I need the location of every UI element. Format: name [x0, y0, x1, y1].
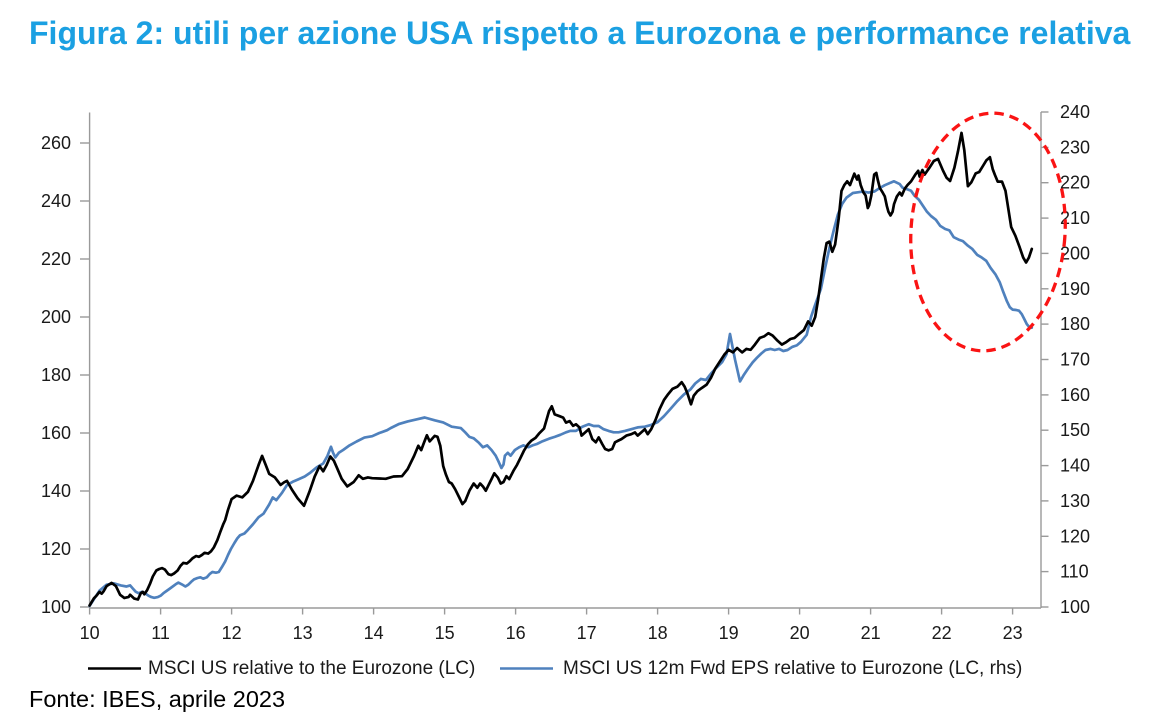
svg-text:Fonte: IBES, aprile 2023: Fonte: IBES, aprile 2023	[29, 686, 285, 712]
svg-text:150: 150	[1060, 420, 1090, 440]
svg-text:MSCI US relative to the Eurozo: MSCI US relative to the Eurozone (LC)	[148, 658, 475, 679]
svg-text:21: 21	[861, 623, 881, 643]
svg-text:12: 12	[222, 623, 242, 643]
svg-text:100: 100	[1060, 597, 1090, 617]
svg-text:120: 120	[1060, 526, 1090, 546]
svg-text:240: 240	[1060, 102, 1090, 122]
svg-text:200: 200	[41, 307, 71, 327]
svg-text:220: 220	[1060, 173, 1090, 193]
svg-text:11: 11	[151, 623, 170, 643]
svg-text:10: 10	[80, 623, 100, 643]
svg-text:15: 15	[435, 623, 455, 643]
svg-text:110: 110	[1060, 562, 1089, 582]
svg-text:230: 230	[1060, 137, 1090, 157]
svg-text:200: 200	[1060, 243, 1090, 263]
svg-text:100: 100	[41, 597, 71, 617]
svg-text:180: 180	[41, 365, 71, 385]
svg-text:120: 120	[41, 539, 71, 559]
svg-text:18: 18	[648, 623, 668, 643]
svg-text:160: 160	[41, 423, 71, 443]
svg-text:22: 22	[932, 623, 952, 643]
svg-text:220: 220	[41, 249, 71, 269]
svg-text:190: 190	[1060, 279, 1090, 299]
svg-text:Figura 2: utili per azione USA: Figura 2: utili per azione USA rispetto …	[29, 15, 1131, 51]
svg-text:20: 20	[790, 623, 810, 643]
svg-text:23: 23	[1003, 623, 1023, 643]
svg-text:260: 260	[41, 133, 71, 153]
svg-text:19: 19	[719, 623, 739, 643]
svg-text:240: 240	[41, 191, 71, 211]
svg-text:140: 140	[41, 481, 71, 501]
svg-text:160: 160	[1060, 385, 1090, 405]
svg-text:130: 130	[1060, 491, 1090, 511]
svg-text:170: 170	[1060, 350, 1090, 370]
svg-text:180: 180	[1060, 314, 1090, 334]
svg-text:210: 210	[1060, 208, 1090, 228]
svg-text:MSCI US 12m Fwd EPS relative t: MSCI US 12m Fwd EPS relative to Eurozone…	[563, 658, 1022, 679]
svg-text:17: 17	[577, 623, 597, 643]
svg-text:14: 14	[364, 623, 384, 643]
svg-text:13: 13	[293, 623, 313, 643]
svg-text:16: 16	[506, 623, 526, 643]
svg-text:140: 140	[1060, 456, 1090, 476]
